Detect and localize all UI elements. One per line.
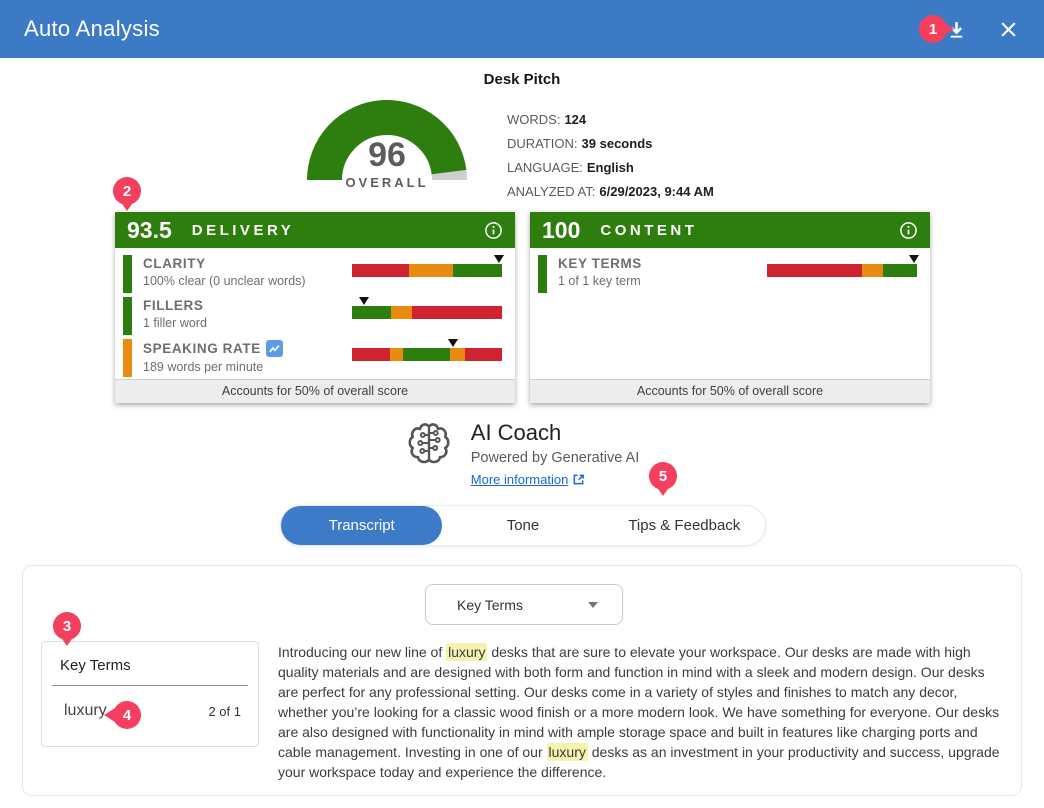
metric-accent-bar bbox=[123, 339, 132, 377]
range-segment bbox=[352, 348, 390, 361]
coach-mark-5: 5 bbox=[649, 462, 677, 496]
content-card-header: 100 CONTENT bbox=[530, 212, 930, 248]
delivery-card-header: 93.5 DELIVERY bbox=[115, 212, 515, 248]
external-link-icon bbox=[573, 474, 585, 485]
key-term-row[interactable]: luxury 2 of 1 bbox=[42, 686, 258, 720]
stat-language: LANGUAGE: English bbox=[507, 160, 634, 175]
key-terms-dropdown-value: Key Terms bbox=[457, 596, 523, 613]
close-icon bbox=[1000, 21, 1016, 37]
metric-detail: 100% clear (0 unclear words) bbox=[143, 274, 306, 288]
metric-range-bar bbox=[767, 255, 919, 293]
tab-tips-feedback[interactable]: Tips & Feedback bbox=[628, 517, 741, 534]
stat-words: WORDS: 124 bbox=[507, 112, 587, 127]
recording-stats: WORDS: 124 DURATION: 39 seconds LANGUAGE: E… bbox=[507, 100, 737, 204]
metric-row: SPEAKING RATE 189 words per minute bbox=[123, 339, 502, 377]
transcript-segment: desks as an investment in your productiv… bbox=[278, 744, 1000, 780]
close-button[interactable] bbox=[996, 17, 1020, 41]
ai-coach-section: AI Coach Powered by Generative AI More i… bbox=[405, 420, 639, 487]
stat-analyzed-at: ANALYZED AT: 6/29/2023, 9:44 AM bbox=[507, 184, 714, 199]
metric-row: KEY TERMS 1 of 1 key term bbox=[538, 255, 919, 293]
metric-detail: 1 filler word bbox=[143, 316, 207, 330]
divider bbox=[52, 685, 248, 686]
dialog-title: Auto Analysis bbox=[24, 16, 160, 41]
range-segment bbox=[767, 264, 862, 277]
transcript-segment: desks that are sure to elevate your work… bbox=[278, 644, 1000, 760]
highlighted-key-term[interactable]: luxury bbox=[446, 643, 488, 661]
range-segment bbox=[352, 306, 391, 319]
metric-marker-icon bbox=[359, 297, 369, 305]
metric-marker-icon bbox=[909, 255, 919, 263]
coach-tab-bar: Transcript Tone Tips & Feedback bbox=[280, 505, 766, 546]
coach-mark-1: 1 bbox=[919, 15, 954, 43]
stat-duration: DURATION: 39 seconds bbox=[507, 136, 653, 151]
delivery-info-icon[interactable] bbox=[484, 221, 503, 240]
recording-title: Desk Pitch bbox=[483, 71, 561, 88]
content-metrics: KEY TERMS 1 of 1 key term bbox=[530, 248, 930, 293]
coach-mark-4: 4 bbox=[104, 701, 141, 729]
metric-name: FILLERS bbox=[143, 298, 204, 313]
metric-accent-bar bbox=[538, 255, 547, 293]
highlighted-key-term[interactable]: luxury bbox=[546, 743, 588, 761]
dialog-header: Auto Analysis bbox=[0, 0, 1044, 58]
coach-mark-3: 3 bbox=[53, 612, 81, 646]
content-card-footer: Accounts for 50% of overall score bbox=[530, 379, 930, 403]
ai-coach-subtitle: Powered by Generative AI bbox=[470, 450, 640, 466]
metric-accent-bar bbox=[123, 297, 132, 335]
key-terms-card: Key Terms luxury 2 of 1 bbox=[41, 641, 259, 747]
range-segment bbox=[352, 264, 409, 277]
metric-name: CLARITY bbox=[143, 256, 206, 271]
range-segment bbox=[452, 264, 502, 277]
speaking-rate-chart-icon[interactable] bbox=[265, 340, 283, 357]
metric-range-bar bbox=[352, 297, 502, 335]
transcript-segment: Introducing our new line of bbox=[278, 644, 447, 660]
coach-mark-2: 2 bbox=[113, 177, 141, 211]
range-segment bbox=[449, 348, 465, 361]
metric-detail: 1 of 1 key term bbox=[558, 274, 641, 288]
metric-name: SPEAKING RATE bbox=[143, 340, 352, 357]
range-segment bbox=[882, 264, 917, 277]
summary-section: 96 OVERALL WORDS: 124 DURATION: 39 seconds… bbox=[0, 100, 1044, 204]
metric-marker-icon bbox=[494, 255, 504, 263]
gauge-arc bbox=[307, 100, 467, 181]
range-segment bbox=[403, 348, 450, 361]
content-title: CONTENT bbox=[600, 221, 698, 239]
transcript-panel: Key Terms Key Terms luxury 2 of 1 Introd… bbox=[22, 565, 1022, 796]
metric-row: CLARITY 100% clear (0 unclear words) bbox=[123, 255, 504, 293]
range-segment bbox=[412, 306, 502, 319]
metric-accent-bar bbox=[123, 255, 132, 293]
metric-name: KEY TERMS bbox=[558, 256, 642, 271]
range-segment bbox=[409, 264, 453, 277]
range-segment bbox=[389, 348, 403, 361]
key-term-word: luxury bbox=[64, 702, 107, 719]
delivery-score: 93.5 bbox=[127, 216, 172, 243]
tab-transcript[interactable]: Transcript bbox=[281, 506, 443, 545]
content-score: 100 bbox=[542, 216, 581, 243]
content-score-card: 100 CONTENT KEY TERMS 1 of 1 key term Acc… bbox=[530, 212, 930, 403]
key-terms-card-title: Key Terms bbox=[60, 657, 131, 674]
key-term-count: 2 of 1 bbox=[208, 703, 241, 719]
metric-range-bar bbox=[352, 339, 502, 377]
transcript-text: Introducing our new line of luxury desks… bbox=[278, 642, 1004, 782]
metric-range-bar bbox=[352, 255, 504, 293]
metric-detail: 189 words per minute bbox=[143, 360, 264, 374]
metric-marker-icon bbox=[447, 339, 458, 347]
delivery-title: DELIVERY bbox=[191, 221, 295, 239]
more-information-link[interactable]: More information bbox=[471, 472, 639, 487]
range-segment bbox=[391, 306, 412, 319]
delivery-card-footer: Accounts for 50% of overall score bbox=[115, 379, 515, 403]
overall-score-label: OVERALL bbox=[345, 175, 429, 190]
delivery-metrics: CLARITY 100% clear (0 unclear words) FILLE… bbox=[115, 248, 515, 377]
ai-coach-title: AI Coach bbox=[470, 420, 562, 445]
chevron-down-icon bbox=[588, 601, 598, 608]
tab-tone[interactable]: Tone bbox=[506, 517, 540, 534]
overall-score-gauge: 96 OVERALL bbox=[307, 100, 467, 204]
key-terms-dropdown[interactable]: Key Terms bbox=[425, 584, 623, 625]
delivery-score-card: 93.5 DELIVERY CLARITY 100% clear (0 uncle… bbox=[115, 212, 515, 403]
range-segment bbox=[464, 348, 502, 361]
content-info-icon[interactable] bbox=[899, 221, 918, 240]
metric-row: FILLERS 1 filler word bbox=[123, 297, 502, 335]
brain-icon bbox=[408, 423, 450, 464]
range-segment bbox=[861, 264, 883, 277]
overall-score-value: 96 bbox=[368, 136, 406, 174]
